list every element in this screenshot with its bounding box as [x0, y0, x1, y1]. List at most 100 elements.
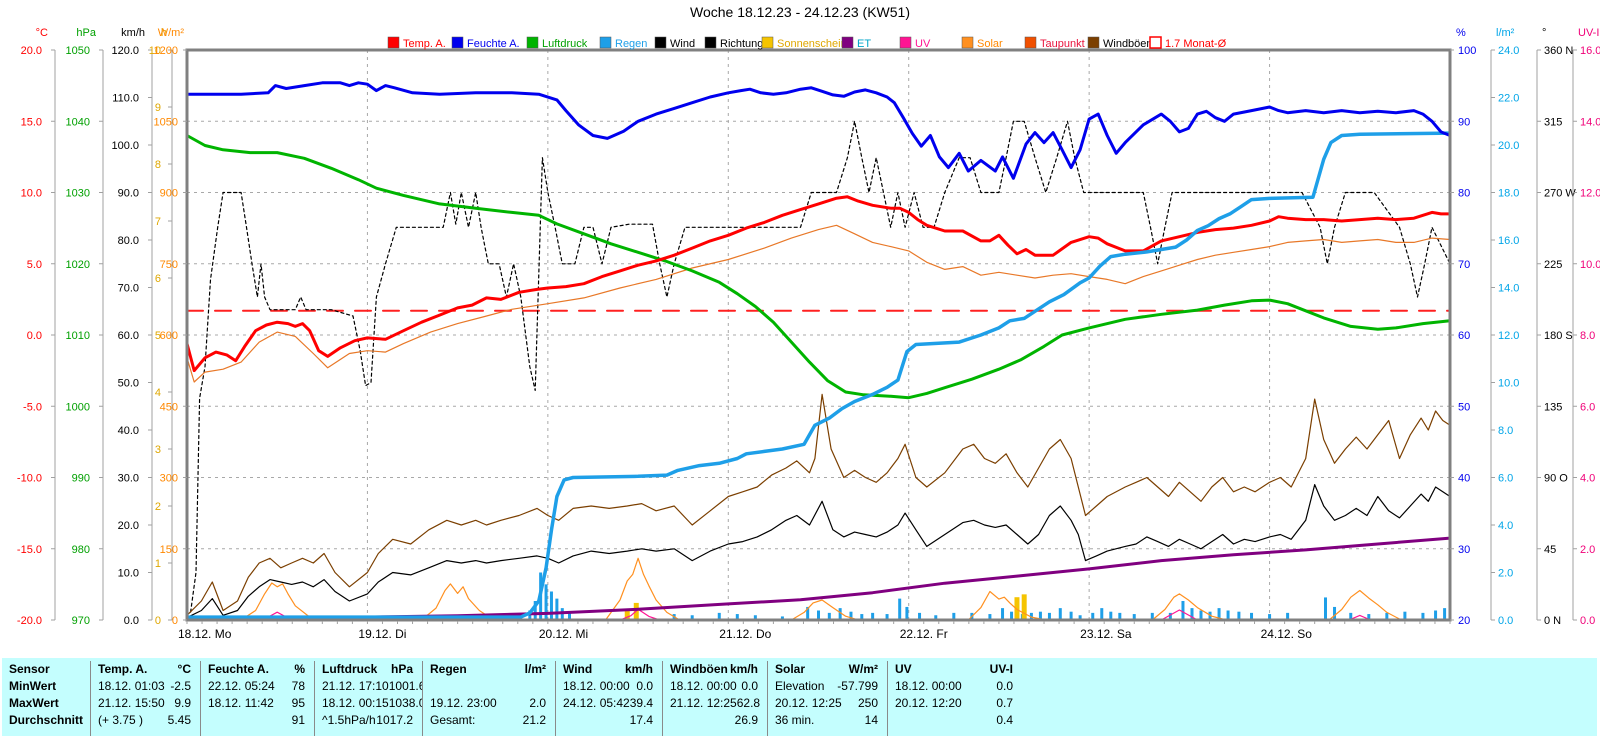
- legend-item-temp-a-[interactable]: Temp. A.: [387, 36, 446, 50]
- stats-header-value: l/m²: [524, 662, 546, 676]
- stats-avg-cell-value: 14: [864, 713, 878, 727]
- stats-max-cell-value: 95: [291, 696, 305, 710]
- legend-swatch: [451, 36, 464, 49]
- x-axis-label: 20.12. Mi: [539, 627, 588, 641]
- legend-swatch: [761, 36, 774, 49]
- legend-swatch: [841, 36, 854, 49]
- legend-label: Richtung: [720, 38, 763, 50]
- axis-tick-label: -5.0: [23, 401, 42, 413]
- stats-avg-cell: 36 min. 14: [768, 712, 887, 729]
- axis-title-temp: °C: [36, 27, 48, 39]
- axis-tick-label: 1030: [66, 188, 90, 200]
- stats-corner: Sensor: [2, 661, 90, 678]
- series-temp-a-: [186, 195, 1451, 373]
- axis-tick-label: 450: [160, 401, 178, 413]
- axis-tick-label: 900: [160, 188, 178, 200]
- axis-tick-label: 180 S: [1544, 330, 1573, 342]
- legend-item-windb-en[interactable]: Windböen: [1087, 36, 1153, 50]
- axis-tick-label: 750: [160, 259, 178, 271]
- stats-min-cell-label: 21.12. 17:10: [322, 679, 389, 693]
- axis-title-uv: UV-I: [1578, 27, 1599, 39]
- series-wind: [186, 484, 1451, 619]
- legend-label: Wind: [670, 38, 695, 50]
- page-title: Woche 18.12.23 - 24.12.23 (KW51): [690, 4, 910, 20]
- axis-tick-label: 225: [1544, 259, 1562, 271]
- legend-swatch: [899, 36, 912, 49]
- axis-tick-label: 120.0: [111, 45, 139, 57]
- axis-tick-label: 16.0: [1580, 45, 1600, 57]
- axis-tick-label: 30.0: [118, 473, 139, 485]
- axis-tick-label: 15.0: [21, 116, 42, 128]
- stats-avg-cell-label: ^1.5hPa/h: [322, 713, 376, 727]
- stats-max-cell: 18.12. 00:15 1038.0: [315, 695, 422, 712]
- stats-rowlabel-label: MinWert: [9, 679, 57, 693]
- axis-tick-label: 40.0: [118, 425, 139, 437]
- axis-tick-label: 18.0: [1498, 188, 1519, 200]
- legend-label: Solar: [977, 38, 1003, 50]
- stats-avg-cell-value: 1017.2: [376, 713, 413, 727]
- series-regen: [186, 131, 1451, 619]
- stats-header-label: Temp. A.: [98, 662, 148, 676]
- legend-item-uv[interactable]: UV: [899, 36, 931, 50]
- axis-tick-label: 80: [1458, 188, 1470, 200]
- right-axes: % 20 30 40 50 60 70 80 90 100 l/m² 0.0 2.0 4.0 6.0 8.0 1…: [1450, 27, 1600, 627]
- legend-item-sonnenschein[interactable]: Sonnenschein: [761, 36, 847, 50]
- stats-col-luftdruck: Luftdruck hPa 21.12. 17:10 1001.6 18.12. 00:…: [314, 661, 422, 736]
- axis-tick-label: 90.0: [118, 188, 139, 200]
- legend-item-1-7-monat-[interactable]: 1.7 Monat-Ø: [1149, 36, 1227, 50]
- axis-tick-label: 2: [155, 501, 161, 513]
- stats-max-cell-label: 21.12. 15:50: [98, 696, 165, 710]
- axis-tick-label: 40: [1458, 473, 1470, 485]
- axis-tick-label: 3: [155, 444, 161, 456]
- legend-item-richtung[interactable]: Richtung: [704, 36, 763, 50]
- stats-max-cell-value: 9.9: [174, 696, 191, 710]
- stats-min-cell: [423, 678, 555, 695]
- legend-swatch: [387, 36, 400, 49]
- stats-max-cell-value: 39.4: [629, 696, 654, 710]
- legend-item-wind[interactable]: Wind: [654, 36, 695, 50]
- stats-max-cell: 20.12. 12:20 0.7: [888, 695, 1022, 712]
- axis-tick-label: 990: [72, 473, 90, 485]
- legend-item-regen[interactable]: Regen: [599, 36, 647, 50]
- axis-tick-label: 8.0: [1580, 330, 1595, 342]
- axis-tick-label: 600: [160, 330, 178, 342]
- stats-col-regen: Regen l/m² 19.12. 23:00 2.0 Gesamt: 21.2: [422, 661, 555, 736]
- stats-min-cell-label: 18.12. 00:00: [895, 679, 962, 693]
- axis-tick-label: 1050: [154, 116, 178, 128]
- axis-tick-label: 2.0: [1580, 544, 1595, 556]
- axis-tick-label: -15.0: [17, 544, 42, 556]
- legend-label: Taupunkt: [1040, 38, 1085, 50]
- stats-min-cell-label: 18.12. 01:03: [98, 679, 165, 693]
- stats-header-label: Solar: [775, 662, 806, 676]
- stats-avg-cell-label: 36 min.: [775, 713, 815, 727]
- chart-legend: Temp. A. Feuchte A. Luftdruck Regen Wind Rich…: [387, 36, 1227, 50]
- axis-tick-label: 1020: [66, 259, 90, 271]
- stats-filler: [1022, 661, 1597, 736]
- axis-tick-label: 1010: [66, 330, 90, 342]
- series-windb-en: [186, 393, 1451, 616]
- axis-tick-label: 20.0: [118, 520, 139, 532]
- axis-tick-label: 970: [72, 615, 90, 627]
- legend-item-taupunkt[interactable]: Taupunkt: [1024, 36, 1085, 50]
- stats-col-wind: Wind km/h 18.12. 00:00 0.0 24.12. 05:42 39.4 1…: [555, 661, 662, 736]
- stats-col-uv: UV UV-I 18.12. 00:00 0.0 20.12. 12:20 0.7 0.4: [887, 661, 1022, 736]
- stats-min-cell: 18.12. 00:00 0.0: [556, 678, 662, 695]
- axis-tick-label: 1000: [66, 401, 90, 413]
- stats-max-cell: 19.12. 23:00 2.0: [423, 695, 555, 712]
- legend-item-feuchte-a-[interactable]: Feuchte A.: [451, 36, 520, 50]
- series-feuchte-a-: [186, 81, 1451, 180]
- legend-item-luftdruck[interactable]: Luftdruck: [526, 36, 588, 50]
- stats-header: Windböen km/h: [663, 661, 767, 678]
- stats-min-cell: 18.12. 01:03 -2.5: [91, 678, 200, 695]
- legend-item-solar[interactable]: Solar: [961, 36, 1003, 50]
- axis-tick-label: 60: [1458, 330, 1470, 342]
- axis-tick-label: 24.0: [1498, 45, 1519, 57]
- stats-header-value: UV-I: [989, 662, 1013, 676]
- stats-header: Luftdruck hPa: [315, 661, 422, 678]
- legend-item-et[interactable]: ET: [841, 36, 871, 50]
- axis-tick-label: 10.0: [118, 568, 139, 580]
- axis-tick-label: -20.0: [17, 615, 42, 627]
- axis-tick-label: 2.0: [1498, 568, 1513, 580]
- axis-tick-label: 90 O: [1544, 473, 1568, 485]
